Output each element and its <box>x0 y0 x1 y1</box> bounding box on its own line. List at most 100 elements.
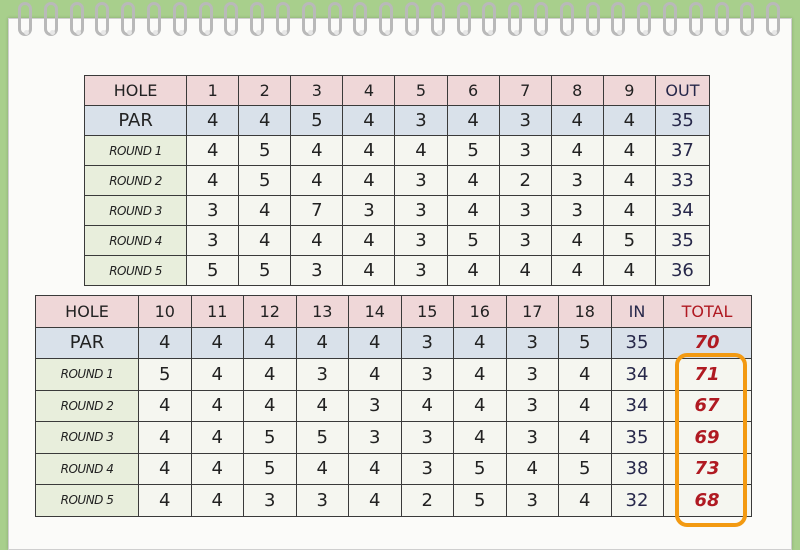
score-cell: 4 <box>446 195 500 226</box>
score-cell: 4 <box>342 105 396 136</box>
score-cell: 5 <box>446 225 500 256</box>
row-label: ROUND 2 <box>35 389 139 422</box>
score-cell: 3 <box>348 389 402 422</box>
score-cell: 4 <box>602 165 656 196</box>
score-cell: 4 <box>190 421 244 454</box>
par-row: PAR 4 4 4 4 4 3 4 3 5 35 70 <box>35 326 752 359</box>
score-cell: 4 <box>138 484 192 517</box>
score-cell: 5 <box>446 135 500 166</box>
hole-row: HOLE 1 2 3 4 5 6 7 8 9 OUT <box>83 75 711 106</box>
row-label: ROUND 4 <box>83 225 188 256</box>
score-cell: 7 <box>290 195 344 226</box>
score-cell: 5 <box>238 255 292 286</box>
spiral-ring <box>766 2 781 36</box>
score-cell: 4 <box>243 358 297 391</box>
spiral-ring <box>250 2 265 36</box>
spiral-ring <box>534 2 548 36</box>
hole-number: 1 <box>186 75 240 106</box>
hole-row: HOLE 10 11 12 13 14 15 16 17 18 IN TOTAL <box>35 295 752 328</box>
in-total: 38 <box>610 452 664 485</box>
score-cell: 4 <box>348 326 402 359</box>
score-cell: 5 <box>453 484 507 517</box>
score-cell: 3 <box>400 452 454 485</box>
score-cell: 3 <box>400 358 454 391</box>
score-cell: 3 <box>505 389 559 422</box>
row-label: ROUND 1 <box>83 135 188 166</box>
score-cell: 4 <box>290 165 344 196</box>
score-cell: 4 <box>348 484 402 517</box>
score-cell: 5 <box>138 358 192 391</box>
spiral-ring <box>482 2 497 36</box>
score-cell: 5 <box>453 452 507 485</box>
score-cell: 5 <box>243 452 297 485</box>
round-row: ROUND 3 4 4 5 5 3 3 4 3 4 35 69 <box>35 421 752 454</box>
score-cell: 4 <box>400 389 454 422</box>
row-label: HOLE <box>83 75 188 106</box>
score-cell: 4 <box>394 135 448 166</box>
score-cell: 4 <box>290 135 344 166</box>
hole-number: 14 <box>348 295 402 328</box>
score-cell: 4 <box>550 225 604 256</box>
score-cell: 4 <box>342 255 396 286</box>
score-cell: 4 <box>453 389 507 422</box>
spiral-ring <box>379 2 394 36</box>
in-total: 35 <box>610 421 664 454</box>
spiral-ring <box>95 2 110 36</box>
score-cell: 4 <box>602 195 656 226</box>
round-row: ROUND 2 4 5 4 4 3 4 2 3 4 33 <box>83 165 711 196</box>
score-cell: 3 <box>505 358 559 391</box>
score-cell: 4 <box>342 135 396 166</box>
score-cell: 4 <box>446 165 500 196</box>
round-row: ROUND 4 3 4 4 4 3 5 3 4 5 35 <box>83 225 711 256</box>
score-cell: 4 <box>295 452 349 485</box>
score-cell: 3 <box>394 105 448 136</box>
spiral-ring <box>276 2 290 36</box>
hole-number: 18 <box>558 295 612 328</box>
score-cell: 4 <box>558 484 612 517</box>
spiral-ring <box>301 2 316 36</box>
out-total: 33 <box>654 165 711 196</box>
score-cell: 4 <box>558 421 612 454</box>
spiral-ring <box>327 2 342 36</box>
hole-number: 11 <box>190 295 244 328</box>
par-row: PAR 4 4 5 4 3 4 3 4 4 35 <box>83 105 711 136</box>
out-total: 35 <box>654 105 711 136</box>
spiral-ring <box>740 2 755 36</box>
score-cell: 5 <box>238 135 292 166</box>
score-cell: 5 <box>238 165 292 196</box>
in-total: 32 <box>610 484 664 517</box>
hole-number: 6 <box>446 75 500 106</box>
score-cell: 4 <box>602 105 656 136</box>
spiral-ring <box>147 2 161 36</box>
row-label: ROUND 5 <box>83 255 188 286</box>
score-cell: 4 <box>453 421 507 454</box>
hole-number: 10 <box>138 295 192 328</box>
score-cell: 4 <box>342 165 396 196</box>
spiral-ring <box>714 2 729 36</box>
score-cell: 4 <box>190 358 244 391</box>
row-label: ROUND 5 <box>35 484 139 517</box>
out-header: OUT <box>654 75 711 106</box>
score-cell: 4 <box>342 225 396 256</box>
score-cell: 3 <box>505 326 559 359</box>
spiral-ring <box>121 2 136 36</box>
score-cell: 4 <box>446 255 500 286</box>
score-cell: 3 <box>348 421 402 454</box>
score-cell: 4 <box>295 389 349 422</box>
score-cell: 3 <box>394 255 448 286</box>
hole-number: 5 <box>394 75 448 106</box>
spiral-ring <box>43 2 58 36</box>
row-label: PAR <box>35 326 139 359</box>
hole-number: 16 <box>453 295 507 328</box>
score-cell: 4 <box>238 195 292 226</box>
score-cell: 4 <box>186 135 240 166</box>
score-cell: 5 <box>602 225 656 256</box>
score-cell: 3 <box>394 195 448 226</box>
score-cell: 3 <box>498 105 552 136</box>
score-cell: 4 <box>190 452 244 485</box>
out-total: 37 <box>654 135 711 166</box>
score-cell: 3 <box>394 225 448 256</box>
hole-number: 17 <box>505 295 559 328</box>
score-cell: 3 <box>498 195 552 226</box>
row-label: ROUND 3 <box>83 195 188 226</box>
